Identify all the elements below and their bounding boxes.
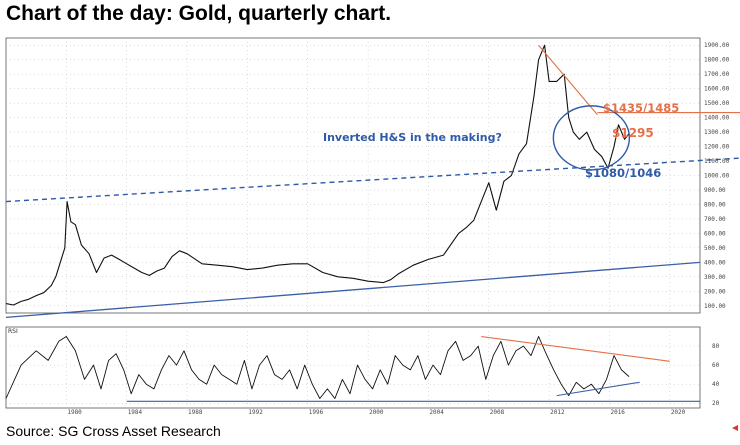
x-tick-label: 1996 <box>309 409 324 416</box>
price-tick-label: 1700.00 <box>704 71 730 78</box>
resistance-trendline <box>538 44 598 116</box>
rsi-rising-support-line <box>556 381 640 397</box>
x-tick-label: 2004 <box>429 409 444 416</box>
x-tick-label: 2000 <box>369 409 384 416</box>
price-tick-label: 300.00 <box>704 274 726 281</box>
x-tick-label: 1980 <box>67 409 82 416</box>
price-tick-label: 200.00 <box>704 288 726 295</box>
price-tick-label: 500.00 <box>704 245 726 252</box>
rsi-resistance-trendline <box>481 335 670 362</box>
annotation-layer: Inverted H&S in the making? $1435/1485 $12… <box>323 101 738 431</box>
page-title: Chart of the day: Gold, quarterly chart. <box>6 2 392 25</box>
price-tick-label: 900.00 <box>704 187 726 194</box>
price-tick-label: 1600.00 <box>704 86 730 93</box>
price-tick-label: 1300.00 <box>704 129 730 136</box>
price-tick-label: 700.00 <box>704 216 726 223</box>
price-tick-label: 800.00 <box>704 201 726 208</box>
grid-layer <box>5 37 701 409</box>
price-tick-label: 100.00 <box>704 303 726 310</box>
price-tick-label: 1100.00 <box>704 158 730 165</box>
x-tick-label: 1984 <box>128 409 143 416</box>
annotation-price-text: $1295 <box>612 126 654 140</box>
price-tick-label: 600.00 <box>704 230 726 237</box>
x-tick-label: 1988 <box>188 409 203 416</box>
annotation-support-text: $1080/1046 <box>585 166 661 180</box>
gold-price-line <box>5 44 630 306</box>
rsi-panel-frame <box>5 326 701 409</box>
rsi-tick-label: 80 <box>712 343 720 350</box>
neckline-dashed-trendline <box>5 157 740 203</box>
rsi-line <box>5 336 630 399</box>
annotation-resistance-text: $1435/1485 <box>603 101 679 115</box>
x-tick-label: 2020 <box>671 409 686 416</box>
price-tick-label: 1200.00 <box>704 144 730 151</box>
rsi-tick-label: 40 <box>712 381 720 388</box>
tick-layer: 1900.00 1800.00 1700.00 1600.00 1500.00 1400.… <box>8 42 730 416</box>
price-tick-label: 1800.00 <box>704 57 730 64</box>
rsi-tick-label: 20 <box>712 400 720 407</box>
scroll-arrow-icon <box>732 425 738 431</box>
source-note: Source: SG Cross Asset Research <box>6 423 221 439</box>
x-tick-label: 1992 <box>248 409 263 416</box>
trendline-layer <box>5 44 740 402</box>
price-tick-label: 1000.00 <box>704 173 730 180</box>
series-layer <box>5 44 630 399</box>
rsi-tick-label: 60 <box>712 362 720 369</box>
long-term-support-trendline <box>5 261 701 318</box>
hs-pattern-circle <box>552 105 631 171</box>
price-tick-label: 1500.00 <box>704 100 730 107</box>
price-tick-label: 1400.00 <box>704 115 730 122</box>
annotation-hs-text: Inverted H&S in the making? <box>323 131 502 144</box>
rsi-panel-label: RSI <box>8 328 18 335</box>
x-tick-label: 2008 <box>490 409 505 416</box>
x-tick-label: 2012 <box>550 409 565 416</box>
price-tick-label: 400.00 <box>704 259 726 266</box>
x-tick-label: 2016 <box>610 409 625 416</box>
price-tick-label: 1900.00 <box>704 42 730 49</box>
